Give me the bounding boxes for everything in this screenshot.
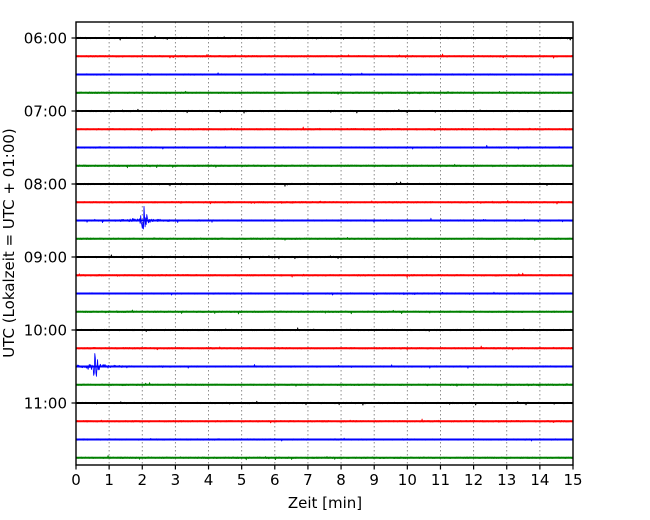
- y-tick-label: 11:00: [24, 395, 67, 413]
- x-tick-label: 4: [204, 471, 214, 489]
- x-tick-label: 2: [137, 471, 147, 489]
- x-tick-label: 12: [464, 471, 483, 489]
- seismic-trace: [76, 353, 573, 377]
- x-tick-label: 5: [237, 471, 247, 489]
- x-tick-label: 8: [336, 471, 346, 489]
- y-tick-label: 08:00: [24, 176, 67, 194]
- y-tick-label: 06:00: [24, 30, 67, 48]
- x-tick-label: 6: [270, 471, 280, 489]
- x-tick-label: 7: [303, 471, 313, 489]
- x-tick-label: 15: [563, 471, 582, 489]
- x-gridlines: [108, 22, 541, 465]
- y-axis-ticks: 06:00 07:00 08:00 09:00 10:00 11:00: [24, 30, 76, 413]
- y-tick-label: 09:00: [24, 249, 67, 267]
- x-tick-label: 1: [104, 471, 114, 489]
- trace-layer: [76, 35, 573, 461]
- x-tick-label: 14: [530, 471, 549, 489]
- x-tick-label: 3: [171, 471, 181, 489]
- y-tick-label: 10:00: [24, 322, 67, 340]
- x-tick-label: 11: [431, 471, 450, 489]
- x-axis-title: Zeit [min]: [288, 494, 362, 512]
- x-tick-label: 9: [369, 471, 379, 489]
- x-axis-ticks: 0 1 2 3 4 5 6 7 8 9 10 11 12 13 14 15: [71, 465, 583, 489]
- x-tick-label: 13: [497, 471, 516, 489]
- x-tick-label: 10: [398, 471, 417, 489]
- axes-frame: [75, 21, 574, 466]
- y-axis-title: UTC (Lokalzeit = UTC + 01:00): [0, 128, 18, 358]
- plot-border: [75, 21, 574, 466]
- x-tick-label: 0: [71, 471, 81, 489]
- y-tick-label: 07:00: [24, 103, 67, 121]
- seismic-trace: [76, 206, 573, 230]
